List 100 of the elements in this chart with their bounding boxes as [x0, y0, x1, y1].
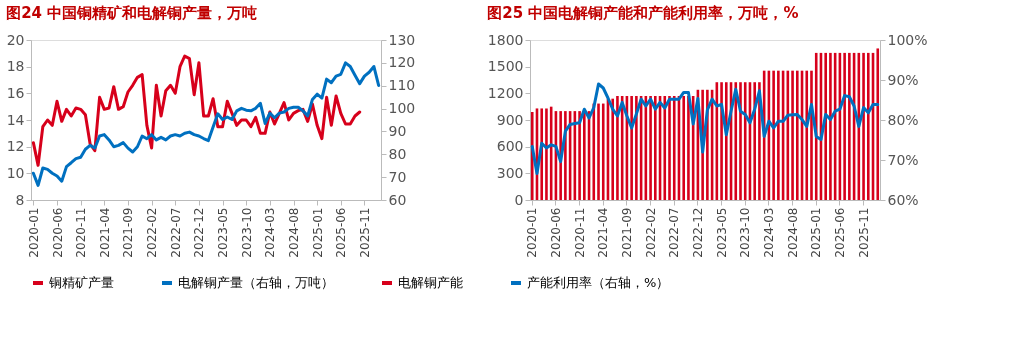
bar — [592, 103, 596, 200]
bar — [672, 96, 676, 200]
chart-title: 图24 中国铜精矿和电解铜产量，万吨 — [6, 4, 258, 22]
bar — [654, 96, 657, 200]
y-tick-label: 10 — [6, 164, 25, 181]
y-tick-label: 300 — [496, 164, 524, 181]
bar — [597, 103, 600, 200]
y2-tick-label: 120 — [388, 54, 416, 71]
bar — [545, 108, 548, 200]
bar — [668, 96, 671, 200]
x-tick-label: 2023-05 — [216, 207, 231, 258]
x-tick-label: 2024-08 — [785, 207, 800, 258]
bar — [795, 70, 799, 200]
bar — [862, 52, 865, 200]
y-tick-label: 8 — [15, 191, 25, 208]
bar — [649, 96, 652, 200]
x-tick-label: 2020-11 — [572, 207, 587, 258]
y-tick-label: 16 — [6, 84, 25, 101]
x-tick-label: 2020-06 — [50, 207, 65, 258]
bar — [682, 96, 685, 200]
bar — [687, 96, 690, 200]
bar — [805, 70, 809, 200]
x-tick-label: 2022-02 — [643, 207, 658, 258]
x-tick-label: 2023-05 — [714, 207, 729, 258]
x-tick-label: 2021-09 — [121, 207, 136, 258]
x-tick-label: 2024-08 — [287, 207, 301, 258]
bar — [743, 82, 747, 200]
y-tick-label: 900 — [496, 111, 524, 128]
y2-tick-label: 60 — [388, 191, 407, 208]
x-tick-label: 2021-04 — [596, 207, 611, 258]
x-tick-label: 2022-02 — [145, 207, 160, 258]
x-tick-label: 2023-10 — [738, 207, 753, 258]
bar — [876, 48, 880, 200]
bar — [848, 52, 851, 200]
bar — [866, 52, 870, 200]
line-series — [530, 82, 880, 176]
x-tick-label: 2021-09 — [619, 207, 634, 258]
bar — [772, 70, 775, 200]
bar — [739, 82, 742, 200]
bar — [635, 96, 638, 200]
bar — [734, 82, 738, 200]
y-tick-label: 14 — [6, 111, 25, 128]
bar — [753, 82, 756, 200]
y-tick-label: 600 — [496, 138, 524, 155]
legend-label: 电解铜产量（右轴，万吨） — [178, 275, 334, 290]
bar — [814, 52, 818, 200]
x-tick-label: 2022-12 — [192, 207, 207, 258]
y2-tick-label: 90 — [388, 122, 407, 139]
y2-tick-label: 130 — [388, 31, 416, 48]
x-tick-label: 2022-07 — [168, 207, 183, 258]
y2-tick-label: 80% — [887, 111, 919, 128]
bar — [663, 96, 667, 200]
legend-label: 产能利用率（右轴，%） — [527, 275, 670, 290]
y2-tick-label: 70% — [887, 151, 919, 168]
bar — [720, 82, 723, 200]
bar — [824, 52, 827, 200]
x-tick-label: 2022-12 — [690, 207, 705, 258]
x-tick-label: 2024-03 — [761, 207, 776, 258]
x-tick-label: 2021-04 — [97, 207, 112, 258]
y-tick-label: 1500 — [487, 58, 524, 75]
bar — [791, 70, 794, 200]
y-tick-label: 1200 — [487, 84, 524, 101]
bar — [611, 98, 615, 200]
y2-tick-label: 100% — [887, 31, 928, 48]
bar — [583, 111, 586, 200]
bar — [616, 96, 619, 200]
y2-tick-label: 80 — [388, 145, 407, 162]
chart-title: 图25 中国电解铜产能和产能利用率，万吨，% — [487, 4, 799, 22]
x-tick-label: 2020-01 — [525, 207, 540, 258]
y2-tick-label: 60% — [887, 191, 919, 208]
line-series — [31, 54, 362, 167]
x-tick-label: 2020-01 — [26, 207, 41, 258]
y-tick-label: 1800 — [487, 31, 524, 48]
legend-label: 铜精矿产量 — [48, 275, 114, 290]
x-tick-label: 2025-11 — [357, 207, 372, 258]
bar — [829, 52, 832, 200]
y2-tick-label: 100 — [388, 100, 416, 117]
x-tick-label: 2025-01 — [809, 207, 824, 258]
x-tick-label: 2020-06 — [548, 207, 563, 258]
bar — [843, 52, 846, 200]
y2-tick-label: 70 — [388, 168, 407, 185]
y-tick-label: 18 — [6, 58, 25, 75]
y-tick-label: 12 — [6, 138, 25, 155]
y2-tick-label: 90% — [887, 71, 919, 88]
x-tick-label: 2023-10 — [239, 207, 254, 258]
x-tick-label: 2022-07 — [667, 207, 682, 258]
bar — [578, 111, 581, 200]
y-tick-label: 20 — [6, 31, 25, 48]
x-tick-label: 2025-11 — [856, 207, 871, 258]
y2-tick-label: 110 — [388, 77, 416, 94]
bar — [630, 96, 633, 200]
x-tick-label: 2025-06 — [334, 207, 349, 258]
x-tick-label: 2025-01 — [310, 207, 325, 258]
y-tick-label: 0 — [514, 191, 524, 208]
legend-label: 电解铜产能 — [398, 275, 463, 290]
bar — [601, 103, 605, 200]
x-tick-label: 2024-03 — [263, 207, 278, 258]
line-series — [31, 61, 381, 187]
x-tick-label: 2020-11 — [74, 207, 89, 258]
bar — [777, 70, 780, 200]
